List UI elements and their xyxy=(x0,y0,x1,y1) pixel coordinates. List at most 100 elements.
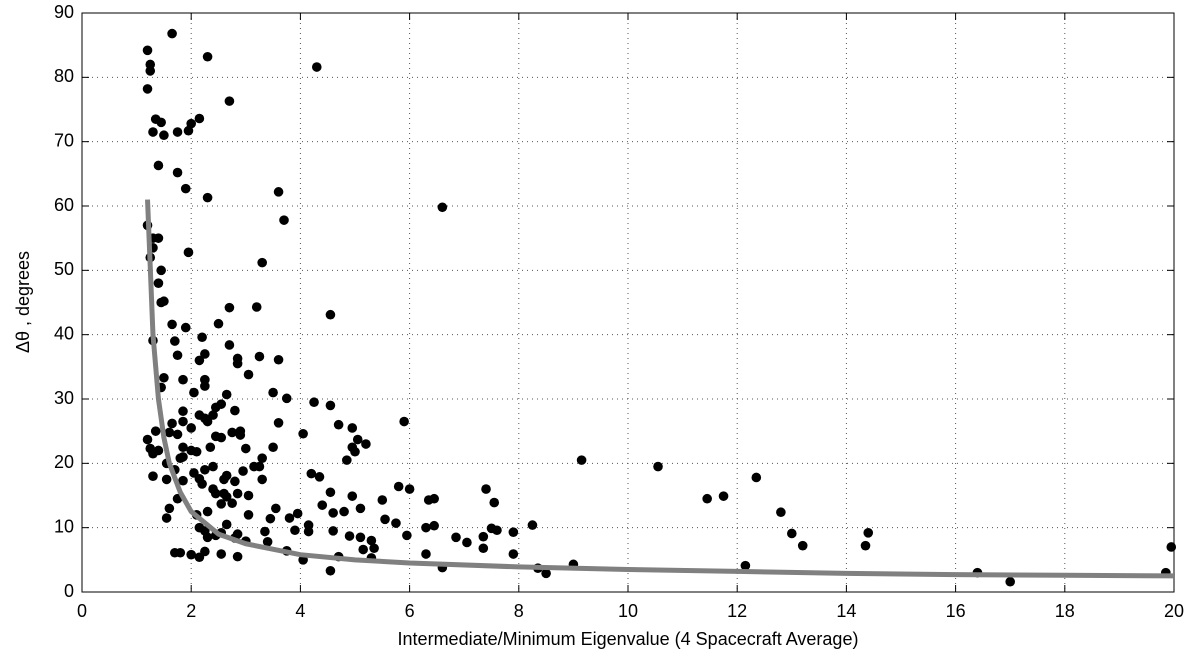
y-tick-label: 40 xyxy=(54,323,74,343)
data-point xyxy=(333,419,344,430)
data-point xyxy=(1166,542,1177,552)
data-point xyxy=(232,551,243,562)
data-point xyxy=(230,405,240,416)
data-point xyxy=(172,429,183,440)
y-tick-label: 30 xyxy=(54,388,74,408)
x-tick-label: 2 xyxy=(186,601,196,621)
x-tick-label: 20 xyxy=(1164,601,1184,621)
fit-curve xyxy=(145,199,1175,579)
data-point xyxy=(142,84,153,94)
data-point xyxy=(429,520,439,531)
data-point xyxy=(369,543,379,554)
data-point xyxy=(213,318,224,329)
data-point xyxy=(377,495,388,505)
data-point xyxy=(787,528,797,539)
data-point xyxy=(273,354,284,365)
data-point xyxy=(189,387,199,398)
data-point xyxy=(172,350,183,361)
data-point xyxy=(402,530,412,541)
data-point xyxy=(153,233,164,243)
data-point xyxy=(262,537,273,547)
data-point xyxy=(342,455,352,465)
y-axis-label: Δθ , degrees xyxy=(13,251,33,353)
data-point xyxy=(254,461,265,472)
data-point xyxy=(142,45,153,56)
x-tick-label: 16 xyxy=(946,601,966,621)
data-point xyxy=(164,427,175,438)
y-tick-label: 60 xyxy=(54,195,74,215)
data-point xyxy=(178,416,188,427)
x-tick-label: 0 xyxy=(77,601,87,621)
data-point xyxy=(202,532,213,543)
data-point xyxy=(232,488,243,499)
data-point xyxy=(159,130,169,141)
data-point xyxy=(462,537,472,548)
data-point xyxy=(159,372,169,383)
data-point xyxy=(350,446,360,457)
data-point xyxy=(202,192,213,203)
data-point xyxy=(221,389,232,400)
data-point xyxy=(224,340,235,350)
data-point xyxy=(172,167,183,178)
data-point xyxy=(391,518,401,528)
data-point xyxy=(164,503,175,514)
data-point xyxy=(437,202,448,213)
data-point xyxy=(421,522,431,533)
data-point xyxy=(653,461,663,472)
data-point xyxy=(358,544,368,555)
data-point xyxy=(268,442,278,453)
data-point xyxy=(399,416,409,427)
data-point xyxy=(216,499,227,509)
data-point xyxy=(751,472,762,483)
data-point xyxy=(325,309,336,320)
data-point xyxy=(325,487,336,498)
data-point xyxy=(210,488,221,499)
data-point xyxy=(221,491,232,502)
data-point xyxy=(167,319,177,330)
data-point xyxy=(860,540,871,551)
data-point xyxy=(339,506,349,517)
data-point xyxy=(451,532,461,543)
data-point xyxy=(347,491,358,501)
data-point xyxy=(153,160,164,171)
data-point xyxy=(200,381,210,391)
data-point xyxy=(227,498,237,509)
data-point xyxy=(194,355,205,366)
data-point xyxy=(284,513,295,523)
data-point xyxy=(230,476,240,487)
data-point xyxy=(238,466,248,476)
data-point xyxy=(366,535,377,546)
data-point xyxy=(197,332,207,343)
data-point xyxy=(797,540,808,551)
data-point xyxy=(1005,576,1015,587)
data-point xyxy=(178,406,188,417)
y-tick-label: 80 xyxy=(54,66,74,86)
data-point xyxy=(167,28,177,39)
data-point xyxy=(355,503,366,514)
data-point xyxy=(347,423,358,433)
data-point xyxy=(309,397,319,408)
data-point xyxy=(478,543,489,554)
data-point xyxy=(421,549,431,559)
data-point xyxy=(489,497,500,508)
data-point xyxy=(279,215,289,225)
data-point xyxy=(404,484,415,494)
data-point xyxy=(251,302,262,312)
data-point xyxy=(161,474,172,485)
data-point xyxy=(227,427,237,438)
data-point xyxy=(208,410,218,420)
data-point xyxy=(863,528,874,538)
data-point xyxy=(153,278,164,289)
data-point xyxy=(156,117,166,128)
data-point xyxy=(265,513,276,524)
data-point xyxy=(527,520,538,530)
data-point xyxy=(576,455,587,465)
data-point xyxy=(202,506,213,517)
x-tick-label: 4 xyxy=(295,601,305,621)
data-point xyxy=(172,127,183,137)
data-point xyxy=(221,519,232,530)
data-point xyxy=(508,527,519,537)
data-point xyxy=(314,472,325,482)
data-point xyxy=(148,127,158,137)
